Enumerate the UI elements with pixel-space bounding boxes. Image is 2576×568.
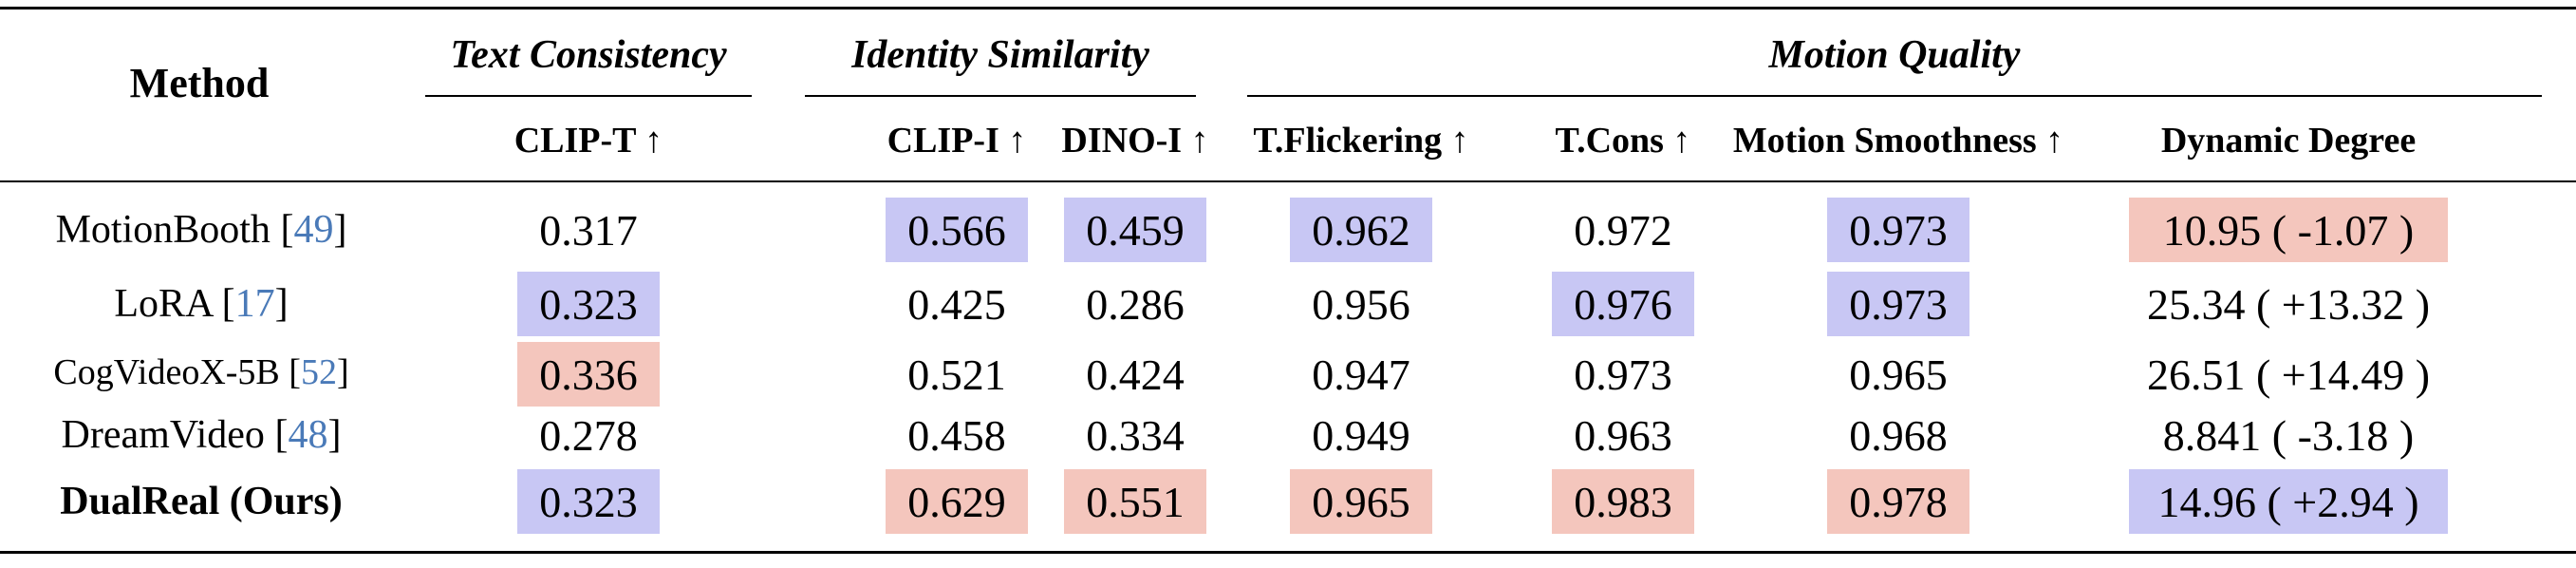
highlight-best xyxy=(1064,469,1206,534)
t-cons-cell: 0.972 xyxy=(1574,206,1672,255)
method-name: CogVideoX-5B [52] xyxy=(53,352,349,392)
clip-t-cell: 0.317 xyxy=(539,206,638,255)
t-flickering-cell: 0.949 xyxy=(1312,411,1410,460)
dynamic-degree-cell: 8.841 ( -3.18 ) xyxy=(2162,411,2415,460)
bottom-rule xyxy=(0,551,2576,554)
clip-t-header: CLIP-T ↑ xyxy=(513,121,663,161)
highlight-second-best xyxy=(1064,198,1206,262)
highlight-second-best xyxy=(1827,198,1969,262)
dino-i-header: DINO-I ↑ xyxy=(1061,121,1209,161)
method-label: CogVideoX-5B xyxy=(53,352,280,392)
dino-i-cell: 0.334 xyxy=(1086,411,1185,460)
highlight-second-best xyxy=(1290,198,1432,262)
t-flickering-cell: 0.965 xyxy=(1312,478,1410,526)
highlight-second-best xyxy=(2129,469,2448,534)
clip-t-cell: 0.323 xyxy=(539,478,638,526)
t-flickering-cell: 0.947 xyxy=(1312,350,1410,399)
clip-i-header: CLIP-I ↑ xyxy=(887,121,1027,161)
dino-i-cell: 0.459 xyxy=(1086,206,1185,255)
clip-i-cell: 0.566 xyxy=(907,206,1006,255)
group-text-consistency: Text Consistency xyxy=(450,33,727,77)
t-cons-cell: 0.963 xyxy=(1574,411,1672,460)
t-flickering-header: T.Flickering ↑ xyxy=(1253,121,1469,161)
dynamic-degree-cell: 26.51 ( +14.49 ) xyxy=(2146,350,2431,399)
highlight-best xyxy=(2129,198,2448,262)
highlight-second-best xyxy=(1827,272,1969,336)
method-name: DreamVideo [48] xyxy=(61,413,342,457)
t-flickering-cell: 0.962 xyxy=(1312,206,1410,255)
header-rule xyxy=(0,180,2576,182)
citation-link[interactable]: 17 xyxy=(234,282,275,326)
highlight-second-best xyxy=(517,469,660,534)
dino-i-cell: 0.551 xyxy=(1086,478,1185,526)
top-rule xyxy=(0,7,2576,9)
clip-i-cell: 0.458 xyxy=(907,411,1006,460)
group-motion-quality: Motion Quality xyxy=(1768,33,2021,77)
motion-quality-underline xyxy=(1247,95,2542,97)
method-label: MotionBooth xyxy=(55,208,271,252)
motion-smoothness-cell: 0.965 xyxy=(1849,350,1948,399)
t-flickering-cell: 0.956 xyxy=(1312,280,1410,329)
method-label: DreamVideo xyxy=(61,413,265,457)
motion-smoothness-cell: 0.973 xyxy=(1849,280,1948,329)
highlight-best xyxy=(517,342,660,407)
dynamic-degree-cell: 25.34 ( +13.32 ) xyxy=(2146,280,2431,329)
clip-t-cell: 0.336 xyxy=(539,350,638,399)
t-cons-cell: 0.983 xyxy=(1574,478,1672,526)
dynamic-degree-cell: 10.95 ( -1.07 ) xyxy=(2162,206,2415,255)
highlight-second-best xyxy=(1552,272,1694,336)
citation-link[interactable]: 48 xyxy=(288,413,328,457)
t-cons-header: T.Cons ↑ xyxy=(1555,121,1691,161)
highlight-best xyxy=(1552,469,1694,534)
dino-i-cell: 0.424 xyxy=(1086,350,1185,399)
dino-i-cell: 0.286 xyxy=(1086,280,1185,329)
method-name: MotionBooth [49] xyxy=(55,208,347,252)
motion-smoothness-cell: 0.968 xyxy=(1849,411,1948,460)
method-label: DualReal (Ours) xyxy=(60,480,343,523)
group-identity-similarity: Identity Similarity xyxy=(851,33,1149,77)
highlight-second-best xyxy=(886,198,1028,262)
highlight-best xyxy=(1827,469,1969,534)
highlight-second-best xyxy=(517,272,660,336)
clip-t-cell: 0.278 xyxy=(539,411,638,460)
t-cons-cell: 0.976 xyxy=(1574,280,1672,329)
citation-link[interactable]: 49 xyxy=(293,208,334,252)
dynamic-degree-cell: 14.96 ( +2.94 ) xyxy=(2157,478,2419,526)
identity-similarity-underline xyxy=(805,95,1196,97)
text-consistency-underline xyxy=(425,95,752,97)
motion-smoothness-header: Motion Smoothness ↑ xyxy=(1732,121,2064,161)
motion-smoothness-cell: 0.978 xyxy=(1849,478,1948,526)
method-label: LoRA xyxy=(114,282,213,326)
t-cons-cell: 0.973 xyxy=(1574,350,1672,399)
dynamic-degree-header: Dynamic Degree xyxy=(2160,121,2417,161)
method-name: DualReal (Ours) xyxy=(11,482,391,521)
clip-i-cell: 0.629 xyxy=(907,478,1006,526)
clip-i-cell: 0.521 xyxy=(907,350,1006,399)
clip-i-cell: 0.425 xyxy=(907,280,1006,329)
motion-smoothness-cell: 0.973 xyxy=(1849,206,1948,255)
highlight-best xyxy=(886,469,1028,534)
clip-t-cell: 0.323 xyxy=(539,280,638,329)
method-header: Method xyxy=(129,60,270,106)
method-name: LoRA [17] xyxy=(114,282,289,326)
highlight-best xyxy=(1290,469,1432,534)
citation-link[interactable]: 52 xyxy=(300,352,337,392)
